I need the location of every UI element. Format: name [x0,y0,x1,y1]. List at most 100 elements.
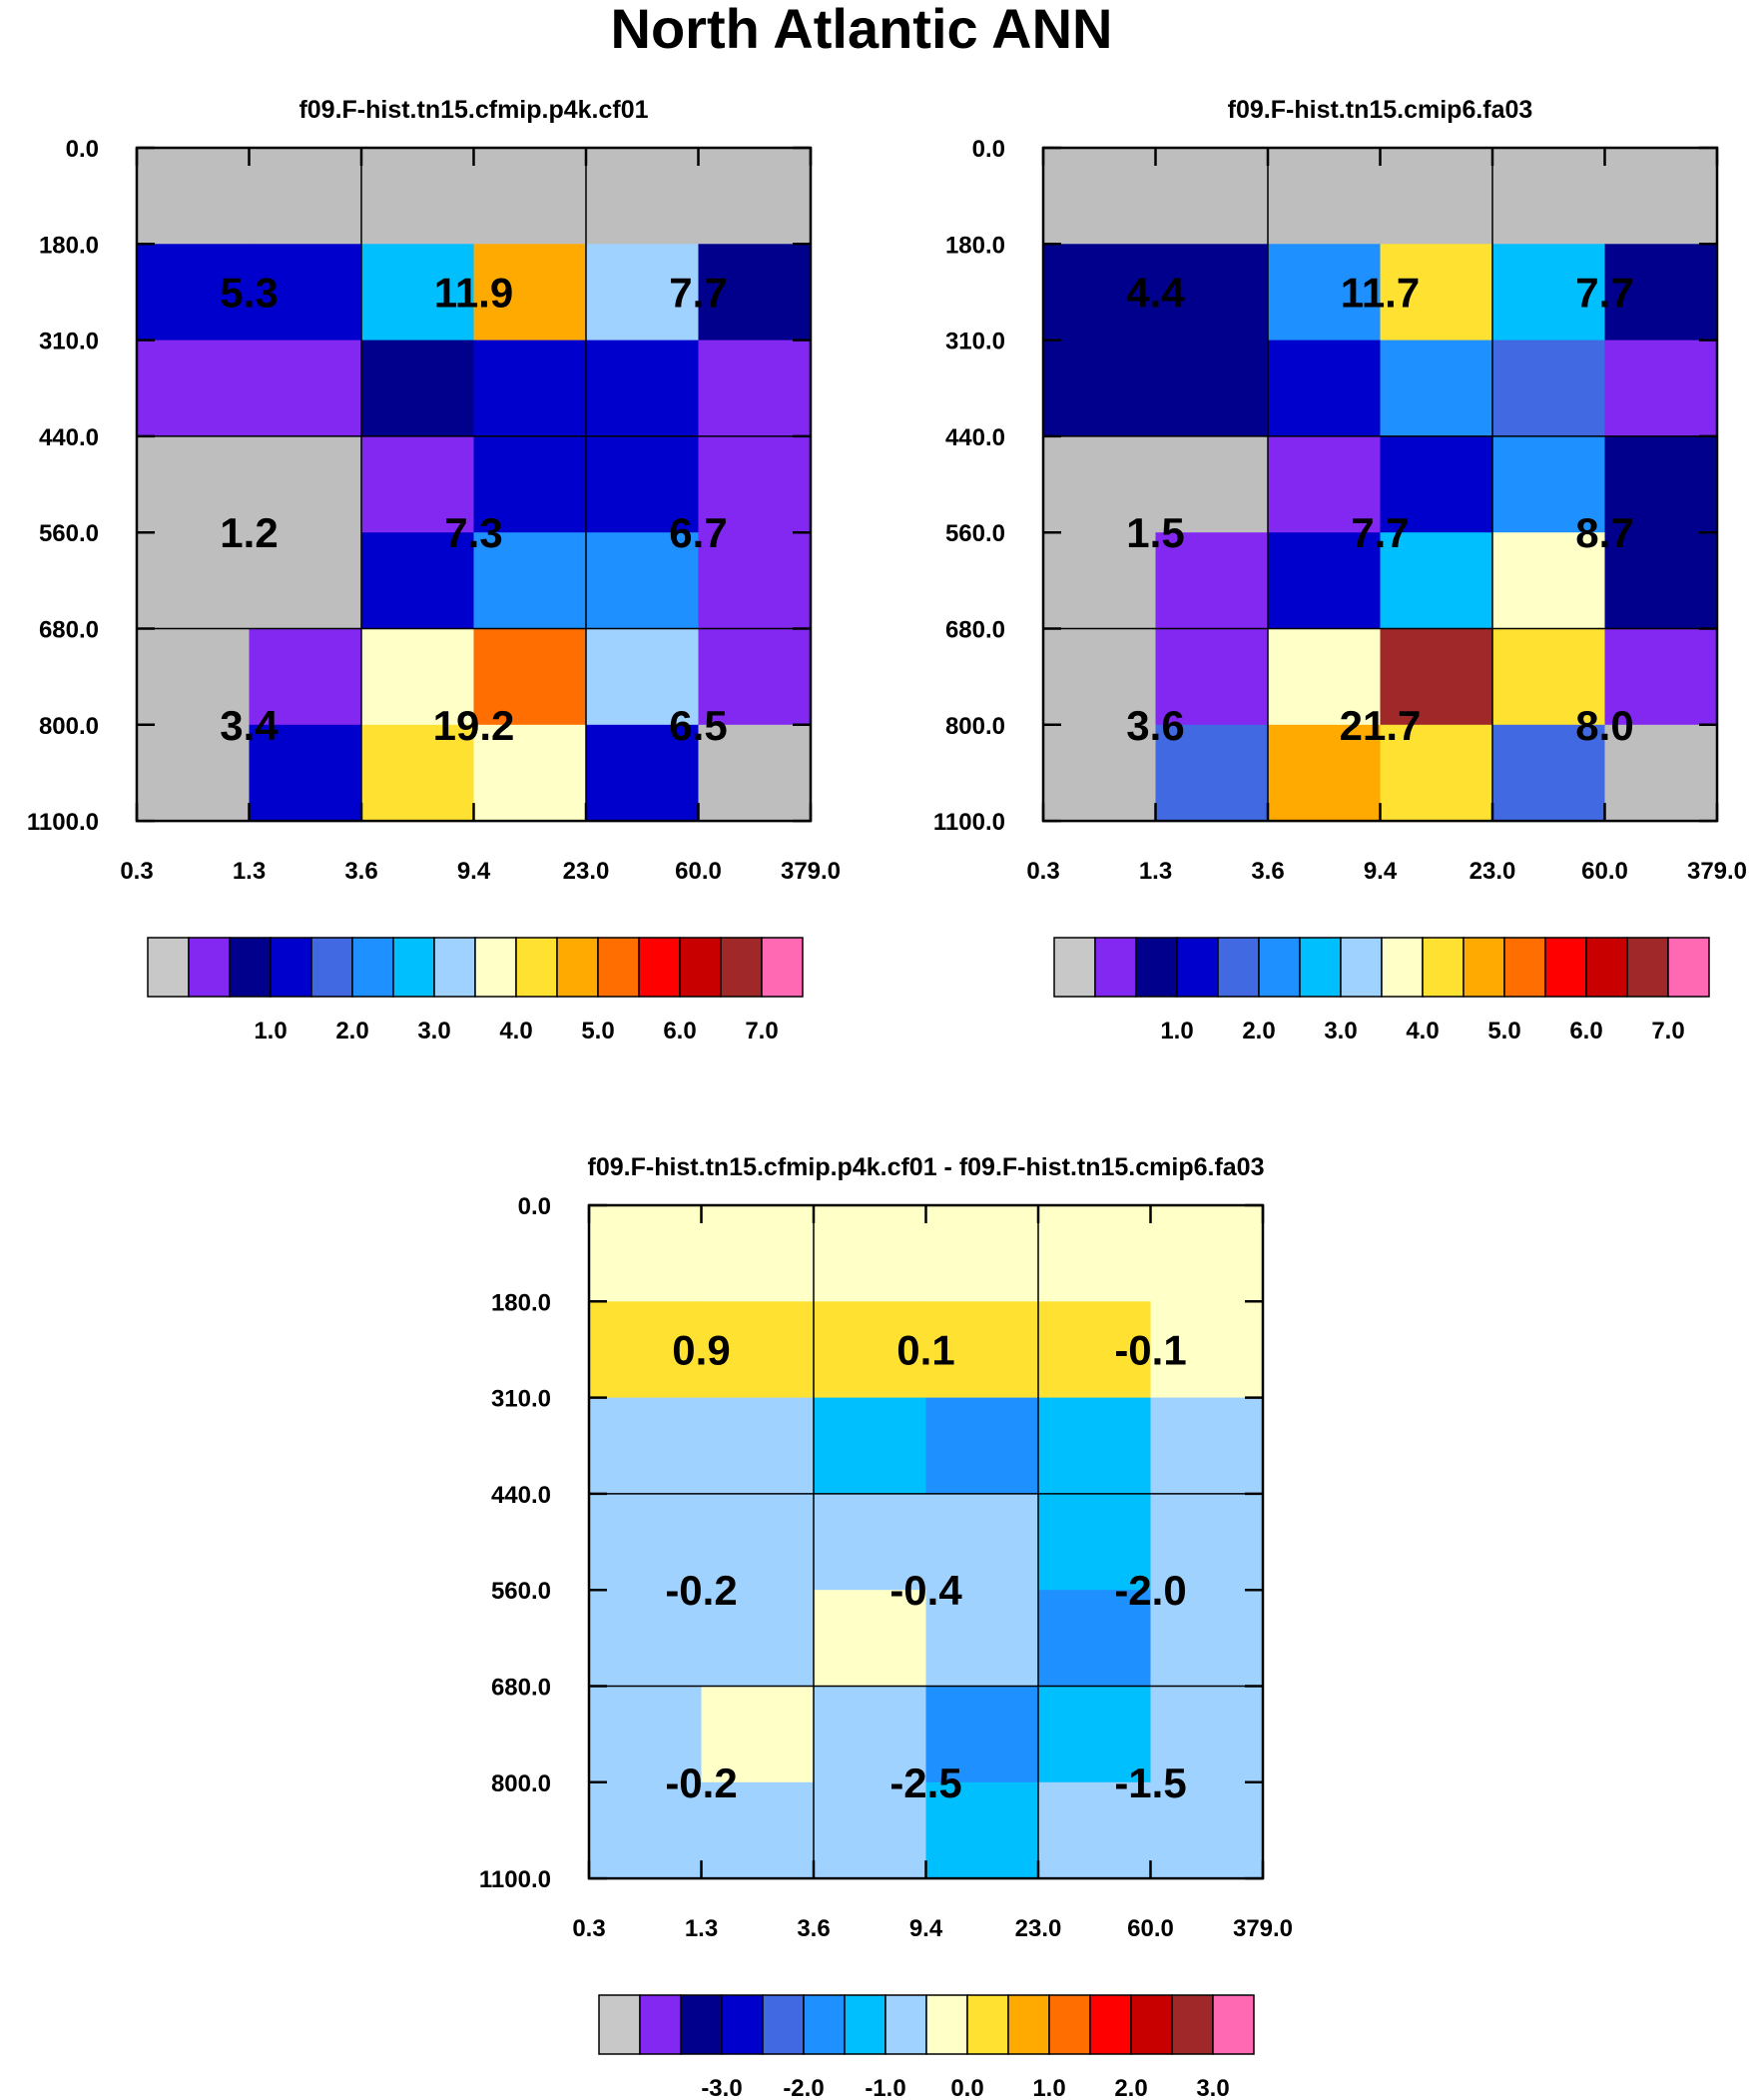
colorbar-label: 2.0 [1114,2075,1147,2100]
x-tick-label: 0.3 [572,1915,605,1942]
heatmap-cell [1150,1397,1264,1495]
heatmap-cell [1043,532,1157,630]
heatmap-cell [814,1397,927,1495]
y-tick-label: 800.0 [39,713,99,740]
heatmap-cell [1155,532,1269,630]
heatmap-cell [1150,1590,1264,1688]
y-tick-label: 1100.0 [933,809,1005,836]
heatmap-cell [586,340,700,437]
colorbar-swatch [147,937,190,998]
colorbar-swatch [1422,937,1465,998]
heatmap-cell [361,148,475,245]
colorbar-label: 6.0 [1569,1018,1602,1045]
heatmap-cell [137,435,251,533]
heatmap-cell [1043,340,1157,437]
heatmap-cell [1038,1205,1152,1302]
colorbar-label: 2.0 [1242,1018,1275,1045]
x-tick-label: 0.3 [1026,858,1059,885]
colorbar-swatch [1094,937,1137,998]
colorbar-swatch [229,937,272,998]
group-value-label: 1.2 [220,509,278,556]
colorbar-swatch [1171,1994,1214,2055]
heatmap-cell [1604,244,1718,342]
heatmap-cell [1268,244,1382,342]
colorbar-swatch [1007,1994,1050,2055]
colorbar-swatch [1544,937,1587,998]
heatmap-cell [589,1205,703,1302]
y-tick-label: 1100.0 [479,1866,551,1893]
heatmap-cell [1604,628,1718,726]
group-value-label: 11.9 [434,269,513,316]
heatmap-cell [1604,435,1718,533]
panel-cfmip-p4k: f09.F-hist.tn15.cfmip.p4k.cf01 0.0 180.0 31… [27,96,841,1045]
heatmap-cell [589,1301,703,1399]
heatmap-cell [473,244,587,342]
group-value-label: 7.7 [669,269,727,316]
heatmap-cell [814,1301,927,1399]
group-value-label: 7.7 [1351,509,1409,556]
group-value-label: 8.0 [1575,702,1633,749]
colorbar-swatch [597,937,640,998]
panel-title: f09.F-hist.tn15.cfmip.p4k.cf01 - f09.F-h… [588,1153,1265,1181]
colorbar-swatch [556,937,599,998]
colorbar-label: 3.0 [1324,1018,1357,1045]
colorbar-swatch [925,1994,968,2055]
colorbar-swatch [720,937,763,998]
y-tick-label: 180.0 [945,232,1005,259]
colorbar-label: 0.0 [950,2075,983,2100]
heatmap-cell [1604,340,1718,437]
group-value-label: 3.4 [220,702,279,749]
colorbar-swatch [188,937,231,998]
colorbar-label: -3.0 [701,2075,742,2100]
colorbar-swatch [966,1994,1009,2055]
group-value-label: 6.7 [669,509,727,556]
colorbar-swatch [639,1994,682,2055]
heatmap-cell [1268,148,1382,245]
heatmap-cell [698,340,812,437]
heatmap-cell [1380,244,1493,342]
colorbar-swatch [1585,937,1628,998]
heatmap-cell [1043,244,1157,342]
heatmap-cell [589,1397,703,1495]
y-tick-label: 560.0 [945,520,1005,547]
y-tick-label: 680.0 [39,617,99,644]
heatmap-cell [925,1686,1039,1783]
colorbar-swatch [679,937,722,998]
colorbar-swatch [515,937,558,998]
x-tick-label: 0.3 [120,858,153,885]
heatmap-cell [814,1205,927,1302]
heatmap-cell [586,724,700,822]
colorbar-swatch [1503,937,1546,998]
colorbar-label: 1.0 [254,1018,287,1045]
heatmap-cell [586,435,700,533]
heatmap-cell [698,148,812,245]
group-value-label: 7.3 [444,509,502,556]
heatmap-cell [586,532,700,630]
heatmap-cell [1150,1781,1264,1879]
heatmap-cell [249,244,362,342]
colorbar-swatch [884,1994,927,2055]
group-value-label: 8.7 [1575,509,1633,556]
group-value-label: -0.2 [665,1759,737,1806]
heatmap-cell [1380,628,1493,726]
heatmap-cell [1038,1590,1152,1688]
colorbar-swatch [392,937,435,998]
heatmap-cell [925,1205,1039,1302]
heatmap-cell [1604,148,1718,245]
heatmap-cell [1380,340,1493,437]
heatmap-cell [1155,244,1269,342]
colorbar-swatch [351,937,394,998]
heatmap-cell [1150,1686,1264,1783]
heatmap-cell [473,628,587,726]
x-tick-label: 9.4 [909,1915,943,1942]
heatmap-cell [1380,532,1493,630]
heatmap-cell [1604,724,1718,822]
heatmap-cell [925,1397,1039,1495]
heatmap-cell [137,724,251,822]
heatmap-cell [1155,435,1269,533]
colorbar-swatch [1463,937,1505,998]
group-value-label: 0.9 [672,1326,730,1373]
group-value-label: 7.7 [1575,269,1633,316]
heatmap-cell [1492,435,1606,533]
colorbar-swatch [1089,1994,1132,2055]
